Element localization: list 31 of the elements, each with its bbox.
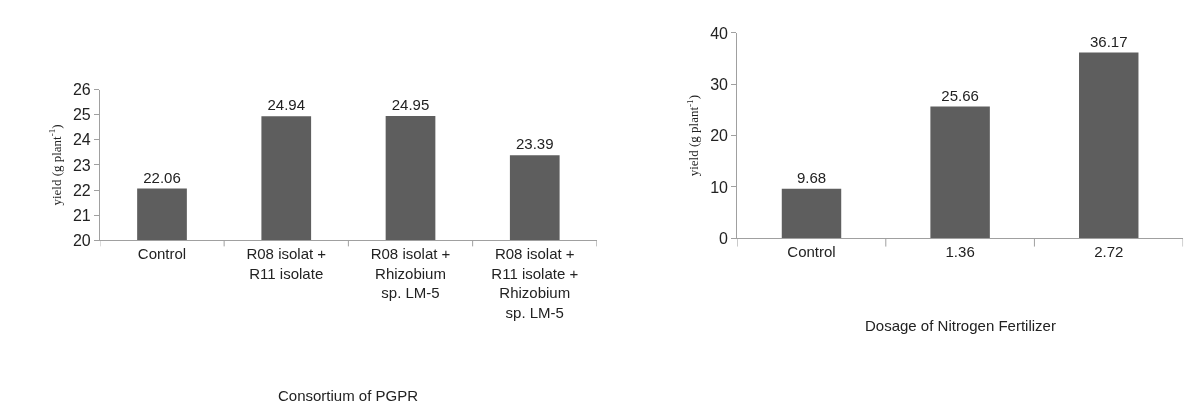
- x-tick-label: R08 isolat + R11 isolate: [246, 245, 327, 282]
- data-label: 25.66: [941, 86, 979, 104]
- x-axis-title: Consortium of PGPR: [278, 387, 419, 404]
- data-label: 36.17: [1089, 32, 1128, 50]
- y-tick-label: 24: [72, 131, 91, 149]
- y-tick-label: 10: [710, 178, 729, 196]
- data-label: 24.95: [391, 95, 430, 113]
- y-tick-label: 25: [72, 106, 91, 124]
- y-tick-label: 21: [72, 206, 91, 224]
- y-tick-label: 20: [710, 127, 729, 145]
- y-tick-label: 22: [72, 181, 91, 199]
- x-tick-label: Control: [787, 243, 836, 261]
- data-label: 22.06: [143, 168, 181, 186]
- data-label: 9.68: [796, 168, 827, 186]
- y-tick-label: 26: [72, 81, 91, 99]
- y-tick-label: 30: [710, 75, 729, 93]
- x-tick-label: 1.36: [945, 243, 975, 261]
- y-tick-label: 40: [710, 24, 729, 42]
- bar: [1079, 52, 1139, 239]
- x-axis-title: Dosage of Nitrogen Fertilizer: [865, 317, 1056, 334]
- x-tick-label: R08 isolat + R11 isolate + Rhizobium sp. LM-5: [491, 245, 579, 321]
- bar: [781, 188, 842, 239]
- x-tick-label: R08 isolat + Rhizobium sp. LM-5: [370, 245, 451, 302]
- y-tick-label: 0: [719, 229, 729, 247]
- x-tick-label: Control: [137, 245, 187, 263]
- data-label: 23.39: [515, 135, 554, 153]
- data-label: 24.94: [267, 96, 306, 114]
- y-tick-label: 20: [72, 231, 91, 249]
- bar: [930, 106, 990, 239]
- y-tick-label: 23: [72, 156, 91, 174]
- x-tick-label: 2.72: [1094, 243, 1124, 261]
